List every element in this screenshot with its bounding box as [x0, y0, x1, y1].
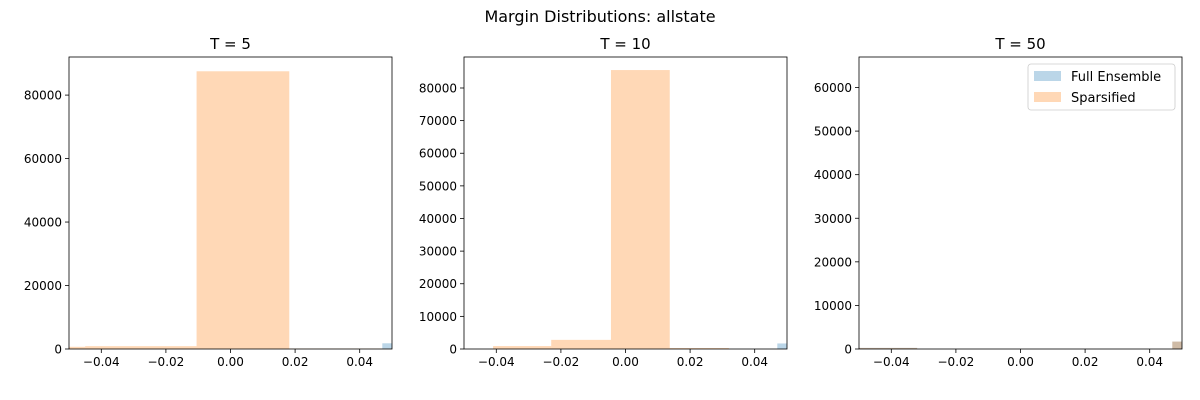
- x-tick-label: 0.04: [346, 355, 373, 369]
- legend-swatch-sparsified: [1034, 92, 1061, 102]
- bar-sparsified-0: [1172, 341, 1182, 349]
- bar-sparsified-0: [69, 346, 86, 349]
- panel-2: T = 10 −0.04 −0.02 0.00 0.02 0.04 0 10000 20000 3…: [419, 35, 788, 369]
- y-tick-label: 50000: [419, 179, 457, 193]
- y-tick-label: 20000: [24, 279, 62, 293]
- x-tick-label: −0.04: [83, 355, 120, 369]
- figure-title: Margin Distributions: allstate: [484, 7, 715, 26]
- x-tick-label: 0.04: [1136, 355, 1163, 369]
- bars: [69, 71, 392, 349]
- legend-label-sparsified: Sparsified: [1071, 91, 1136, 106]
- bar-full-0: [382, 343, 392, 349]
- y-tick-label: 40000: [24, 216, 62, 230]
- legend: Full Ensemble Sparsified: [1027, 63, 1176, 111]
- legend-label-full: Full Ensemble: [1071, 70, 1161, 85]
- legend-swatch-full: [1034, 71, 1061, 81]
- bars: [493, 70, 787, 349]
- y-tick-label: 30000: [419, 245, 457, 259]
- y-tick-label: 60000: [24, 152, 62, 166]
- bar-sparsified-1: [859, 347, 918, 349]
- bar-full-1: [859, 347, 918, 349]
- x-tick-label: −0.02: [148, 355, 185, 369]
- y-tick-label: 40000: [814, 168, 852, 182]
- y-tick-label: 50000: [814, 125, 852, 139]
- panel-1: T = 5 −0.04 −0.02 0.00 0.02 0.04 0 20000 40000 60…: [24, 35, 393, 369]
- x-tick-label: 0.00: [217, 355, 244, 369]
- bar-sparsified-2: [196, 71, 290, 349]
- x-tick-label: 0.04: [741, 355, 768, 369]
- y-tick-label: 20000: [814, 255, 852, 269]
- y-tick-label: 60000: [814, 81, 852, 95]
- bars: [859, 341, 1182, 349]
- panel-3: T = 50 −0.04 −0.02 0.00 0.02 0.04 0 10000 20000 3…: [814, 35, 1183, 369]
- bar-sparsified-1: [551, 339, 611, 349]
- y-tick-label: 0: [54, 343, 62, 357]
- y-tick-label: 0: [449, 343, 457, 357]
- y-tick-label: 80000: [419, 81, 457, 95]
- panels: T = 5 −0.04 −0.02 0.00 0.02 0.04 0 20000 40000 60…: [24, 35, 1183, 369]
- x-tick-label: 0.02: [677, 355, 704, 369]
- bar-full-0: [777, 343, 787, 349]
- y-tick-label: 10000: [814, 299, 852, 313]
- y-tick-label: 40000: [419, 212, 457, 226]
- panel-title: T = 5: [209, 35, 251, 53]
- bar-sparsified-1: [85, 346, 197, 349]
- x-tick-label: 0.02: [1072, 355, 1099, 369]
- x-tick-label: −0.04: [478, 355, 515, 369]
- x-tick-label: 0.00: [612, 355, 639, 369]
- bar-sparsified-2: [610, 70, 670, 349]
- x-tick-label: 0.00: [1007, 355, 1034, 369]
- panel-title: T = 50: [994, 35, 1045, 53]
- y-tick-label: 0: [844, 343, 852, 357]
- y-tick-label: 10000: [419, 310, 457, 324]
- y-tick-label: 70000: [419, 114, 457, 128]
- y-tick-label: 30000: [814, 212, 852, 226]
- legend-box: [1027, 63, 1176, 111]
- y-tick-label: 60000: [419, 147, 457, 161]
- x-tick-label: −0.02: [938, 355, 975, 369]
- y-tick-label: 80000: [24, 89, 62, 103]
- bar-full-0: [1172, 341, 1182, 349]
- bar-sparsified-0: [493, 346, 552, 349]
- x-tick-label: 0.02: [282, 355, 309, 369]
- x-tick-label: −0.02: [543, 355, 580, 369]
- panel-title: T = 10: [599, 35, 650, 53]
- x-tick-label: −0.04: [873, 355, 910, 369]
- bar-sparsified-3: [669, 348, 729, 349]
- y-tick-label: 20000: [419, 277, 457, 291]
